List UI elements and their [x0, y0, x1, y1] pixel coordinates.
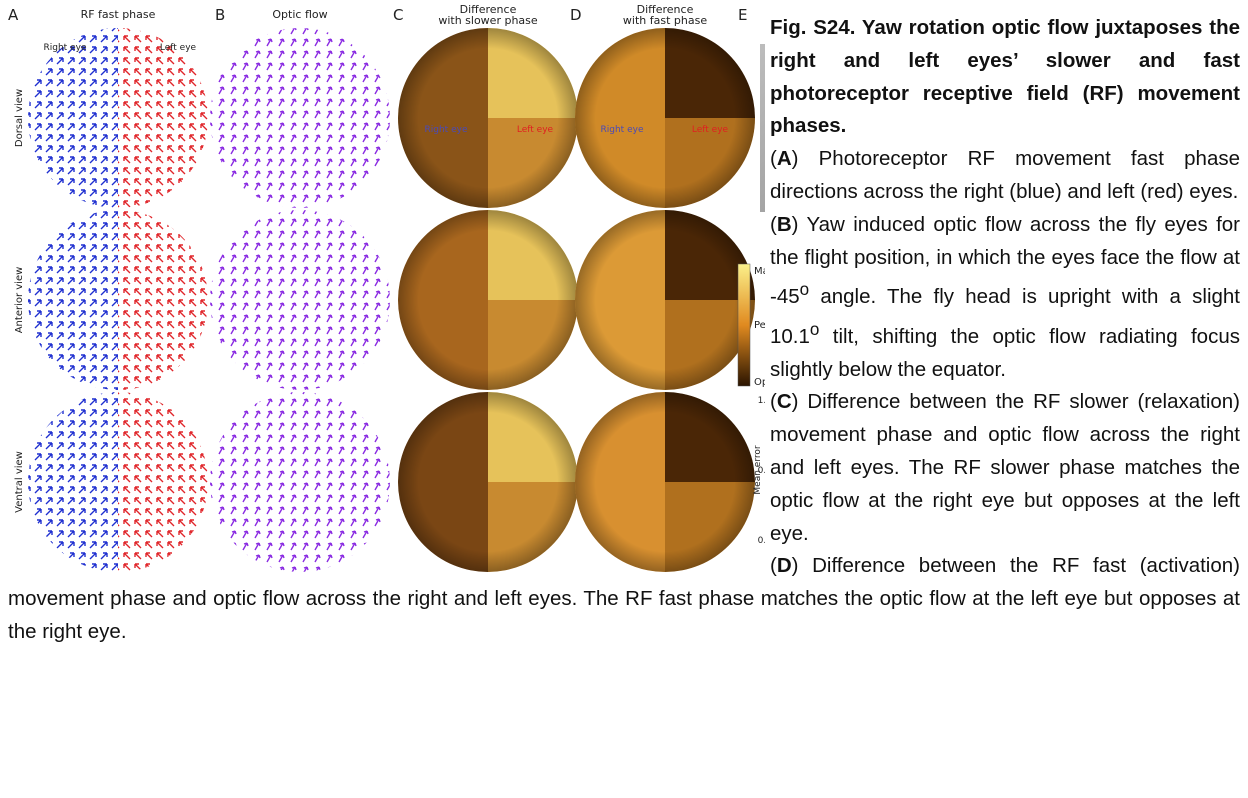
caption-text: D — [776, 554, 792, 578]
caption-title: Fig. S24. Yaw rotation optic flow juxtap… — [770, 16, 1240, 138]
caption-text: ( — [770, 147, 777, 171]
caption-paragraph: (C) Difference between the RF slower (re… — [8, 386, 1240, 550]
eye-label: Right eye — [601, 125, 644, 135]
panel-title: Optic flow — [272, 8, 327, 21]
panel-letter: C — [393, 6, 403, 24]
panel-letter: E — [738, 6, 747, 24]
fly-image — [760, 44, 765, 212]
caption-paragraph: (D) Difference between the RF fast (acti… — [8, 550, 1240, 648]
panel-title: with fast phase — [623, 14, 707, 27]
panel-title: Difference — [637, 3, 694, 16]
colorbar-label: Perpendicular — [754, 320, 765, 331]
caption-text: ) Yaw induced optic flow across the fly … — [770, 212, 1240, 309]
colorbar-label: Opposing — [754, 377, 765, 388]
sphere — [28, 210, 208, 390]
caption-paragraph: (B) Yaw induced optic flow across the fl… — [8, 209, 1240, 387]
sphere — [210, 392, 390, 572]
shade — [398, 28, 578, 208]
arrows-flow — [210, 392, 390, 572]
colorbar-label: Matching — [754, 266, 765, 277]
row-label: Dorsal view — [14, 89, 25, 147]
spacer — [8, 12, 770, 582]
shade — [398, 392, 578, 572]
caption-text: tilt, shifting the optic flow radiating … — [770, 324, 1240, 381]
shade — [575, 392, 755, 572]
sphere — [210, 28, 390, 208]
panel-title: Difference — [460, 3, 517, 16]
y-tick-label: 0.5 — [758, 466, 765, 476]
arrows-flow — [210, 28, 390, 208]
caption-text: angle. The fly head is upright with a sl… — [770, 285, 1240, 348]
caption-text: ) Photoreceptor RF movement fast phase d… — [770, 147, 1240, 203]
image-background — [760, 44, 765, 212]
row-label: Ventral view — [14, 451, 25, 513]
shade — [575, 210, 755, 390]
y-tick-label: 0.0 — [758, 536, 765, 546]
shade — [398, 210, 578, 390]
eye-label: Right eye — [44, 43, 87, 53]
eye-label: Left eye — [517, 125, 554, 135]
arrows-flow — [210, 210, 390, 390]
caption-text: ) Difference between the RF fast (activa… — [8, 554, 1240, 643]
row-label: Anterior view — [14, 267, 25, 334]
sphere — [210, 210, 390, 390]
panel-title: with slower phase — [438, 14, 538, 27]
panel-letter: D — [570, 6, 582, 24]
y-axis-label: Mean error — [753, 445, 763, 494]
eye-label: Right eye — [425, 125, 468, 135]
caption: Fig. S24. Yaw rotation optic flow juxtap… — [8, 12, 1240, 649]
panel-title: RF fast phase — [81, 8, 156, 21]
caption-text: ) Difference between the RF slower (rela… — [770, 390, 1240, 545]
caption-text: A — [776, 147, 792, 171]
caption-text: B — [776, 212, 792, 236]
caption-text: ( — [770, 390, 777, 414]
caption-paragraph: Fig. S24. Yaw rotation optic flow juxtap… — [8, 12, 1240, 143]
caption-text: ( — [770, 554, 777, 578]
colorbar — [737, 263, 751, 387]
panel-letter: B — [215, 6, 225, 24]
panel-letter: A — [8, 6, 19, 24]
caption-text: C — [776, 390, 792, 414]
caption-text: ( — [770, 212, 777, 236]
y-tick-label: 1.0 — [758, 396, 765, 406]
caption-text: o — [799, 280, 810, 300]
caption-paragraph: (A) Photoreceptor RF movement fast phase… — [8, 143, 1240, 209]
shade — [575, 28, 755, 208]
eye-label: Left eye — [692, 125, 729, 135]
figure: A RF fast phase B Optic flow C Differencewith… — [8, 3, 765, 572]
eye-label: Left eye — [160, 43, 197, 53]
caption-text: o — [809, 320, 820, 339]
